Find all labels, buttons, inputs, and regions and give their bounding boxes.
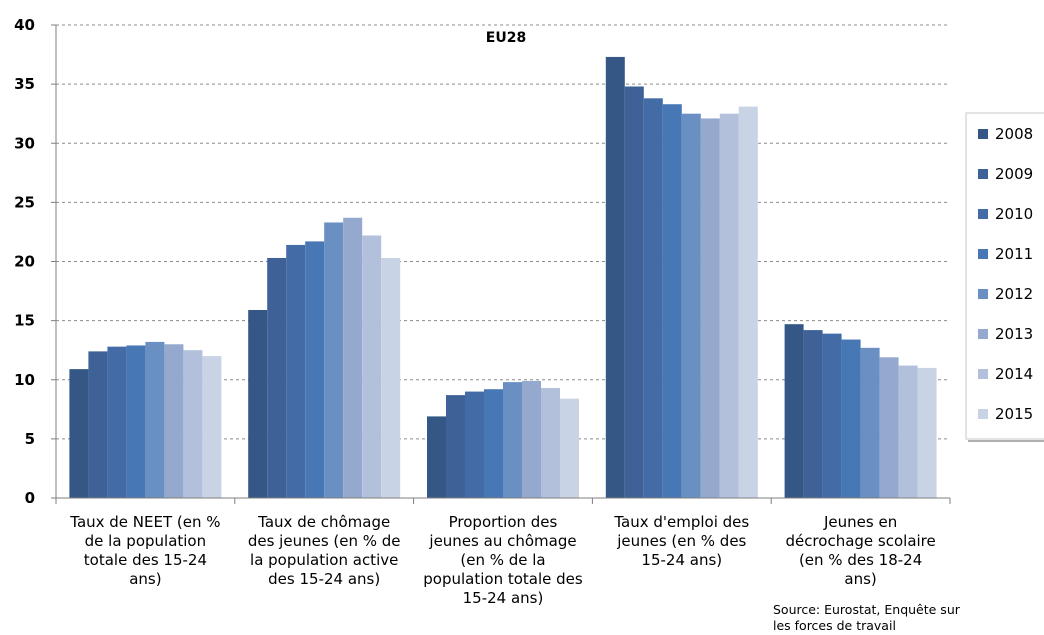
bar-2009 [624,86,644,499]
bar-2012 [145,341,165,498]
category-label: des 15-24 ans) [268,570,380,588]
bar-2011 [484,389,503,498]
bars [69,56,937,499]
legend-label-2012: 2012 [995,285,1033,303]
bar-2010 [107,346,127,498]
bar-2008 [248,309,268,498]
bar-2013 [522,380,541,498]
category-label: totale des 15-24 [84,551,207,569]
bar-2014 [719,113,739,498]
y-tick-label: 0 [25,489,35,507]
legend-label-2013: 2013 [995,325,1033,343]
bar-2015 [738,106,758,498]
y-tick-label: 25 [14,193,35,211]
category-label: la population active [250,551,398,569]
bar-2011 [126,345,146,498]
category-label: Taux de NEET (en % [69,513,220,531]
legend: 2008 2009 2010 2011 2012 2013 2014 2015 [965,112,1044,442]
y-tick-label: 30 [14,134,35,152]
bar-2009 [446,395,465,498]
bar-2010 [465,391,484,498]
category-label: 15-24 ans) [641,551,722,569]
bar-2012 [324,222,344,499]
legend-swatch-2014 [978,369,988,379]
y-tick-label: 20 [14,253,35,271]
bar-2013 [164,344,184,498]
y-tick-label: 5 [25,430,35,448]
legend-label-2011: 2011 [995,245,1033,263]
category-label: (en % de la [460,551,545,569]
bar-2011 [662,104,682,498]
bar-2014 [541,388,560,498]
legend-swatch-2010 [978,209,988,219]
bar-2011 [305,241,325,498]
bar-2013 [879,357,899,498]
bar-2015 [381,257,401,498]
legend-box [965,112,1044,440]
legend-swatch-2008 [978,129,988,139]
bar-2008 [69,369,89,498]
category-label: (en % des 18-24 [799,551,922,569]
bar-2010 [822,333,842,498]
legend-swatch-2013 [978,329,988,339]
bar-2012 [681,113,701,498]
category-label: population totale des [423,570,583,588]
bar-2015 [560,398,579,498]
source-line: Source: Eurostat, Enquête sur [773,602,961,617]
category-label: ans) [844,570,876,588]
category-label: 15-24 ans) [463,589,544,607]
legend-label-2009: 2009 [995,165,1033,183]
bar-2008 [784,324,804,498]
bar-2008 [605,56,625,499]
legend-label-2014: 2014 [995,365,1033,383]
legend-swatch-2015 [978,409,988,419]
y-tick-label: 10 [14,371,35,389]
legend-label-2010: 2010 [995,205,1033,223]
y-tick-label: 15 [14,312,35,330]
bar-2009 [88,351,108,498]
category-label: Taux d'emploi des [613,513,749,531]
y-axis-ticks: 0 5 10 15 20 25 30 35 40 [14,16,35,507]
chart-title: EU28 [486,30,526,46]
bar-2009 [803,330,823,498]
category-label: décrochage scolaire [785,532,935,550]
y-tick-label: 40 [14,16,35,34]
category-label: Jeunes en [823,513,897,531]
category-label: jeunes au chômage [428,532,576,550]
bar-2015 [917,367,937,498]
bar-2010 [286,244,306,498]
category-label: ans) [129,570,161,588]
bar-2012 [503,382,522,498]
category-label: de la population [85,532,206,550]
y-tick-label: 35 [14,75,35,93]
bar-2012 [860,347,880,498]
legend-label-2008: 2008 [995,125,1033,143]
bar-2009 [267,257,287,498]
bar-2013 [700,118,720,498]
category-label: Taux de chômage [257,513,390,531]
bar-2010 [643,98,663,498]
axes [51,24,951,504]
legend-label-2015: 2015 [995,405,1033,423]
bar-2015 [202,356,222,498]
legend-swatch-2012 [978,289,988,299]
legend-swatch-2009 [978,169,988,179]
bar-2014 [898,365,918,498]
bar-2013 [343,217,363,498]
bar-2014 [183,350,203,498]
legend-swatch-2011 [978,249,988,259]
bar-2011 [841,339,861,498]
x-axis-category-labels: Taux de NEET (en %de la populationtotale… [69,513,935,607]
source-line: les forces de travail [773,618,896,633]
category-label: des jeunes (en % de [248,532,401,550]
bar-2008 [427,416,446,498]
bar-2014 [362,235,382,499]
category-label: jeunes (en % des [616,532,746,550]
category-label: Proportion des [449,513,558,531]
